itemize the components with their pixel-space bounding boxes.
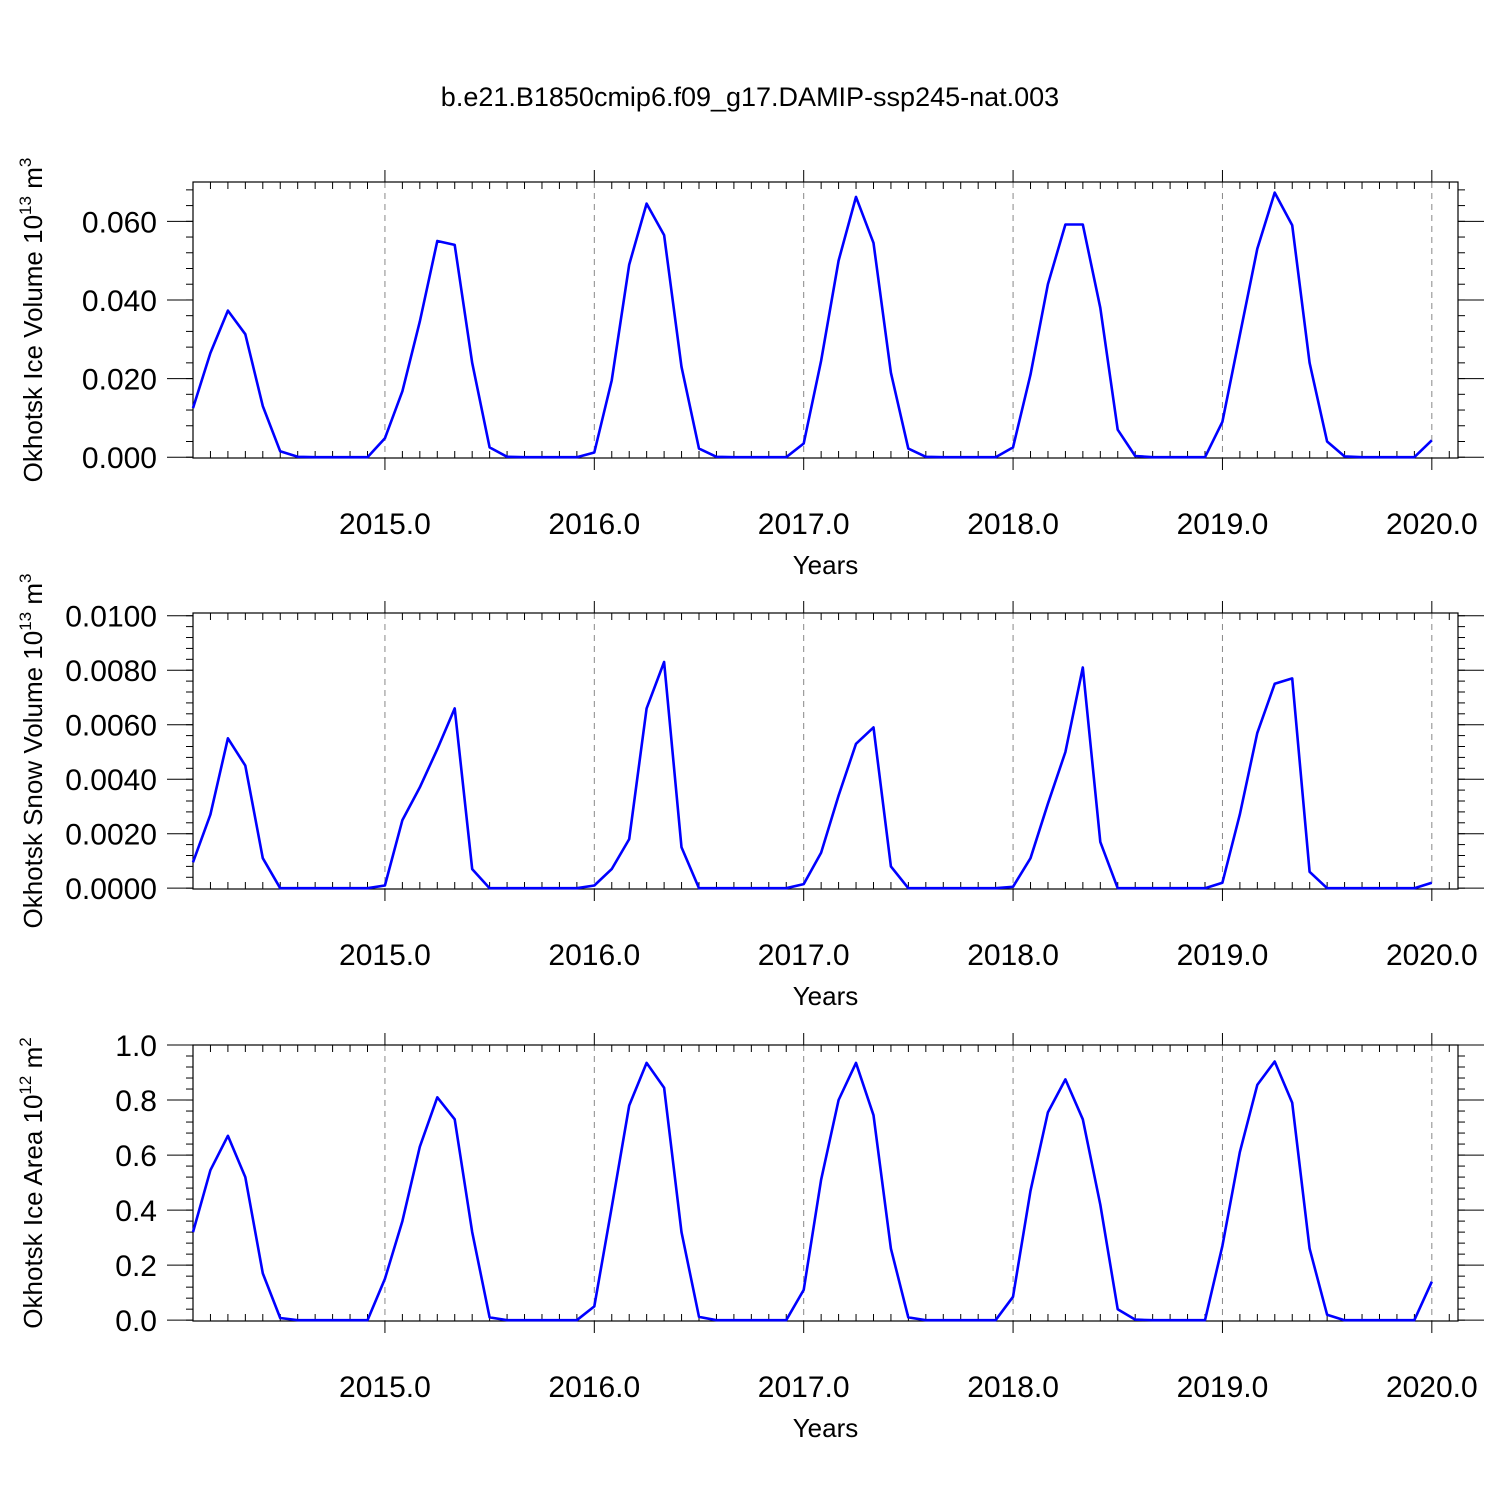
y-axis-label-unit: m [18, 167, 48, 196]
panel-1: 2015.0 2016.0 2017.0 2018.0 2019.0 2020.0 0.00… [16, 158, 1484, 580]
x-tick-label: 2015.0 [339, 508, 431, 541]
y-axis-label-exponent: 12 [16, 1076, 35, 1095]
y-tick-label: 0.0040 [65, 764, 157, 797]
y-axis-label-unit-exponent: 3 [16, 158, 35, 167]
y-axis-label: Okhotsk Ice Area 1012 m2 [16, 1037, 48, 1328]
y-tick-label: 0.0020 [65, 819, 157, 852]
x-tick-label: 2016.0 [548, 1371, 640, 1404]
y-tick-label: 0.020 [82, 364, 157, 397]
y-tick-label: 0.0060 [65, 710, 157, 743]
x-tick-label: 2020.0 [1386, 1371, 1478, 1404]
x-tick-label: 2017.0 [758, 939, 850, 972]
x-tick-label: 2015.0 [339, 1371, 431, 1404]
y-tick-label: 0.060 [82, 206, 157, 239]
y-axis-label-exponent: 13 [16, 612, 35, 631]
y-tick-label: 0.4 [115, 1195, 157, 1228]
y-tick-label: 0.0100 [65, 601, 157, 634]
x-tick-label: 2019.0 [1177, 939, 1269, 972]
x-tick-label: 2019.0 [1177, 508, 1269, 541]
y-axis-label: Okhotsk Snow Volume 1013 m3 [16, 574, 48, 929]
x-tick-label: 2017.0 [758, 508, 850, 541]
y-tick-label: 0.2 [115, 1250, 157, 1283]
y-tick-label: 0.000 [82, 442, 157, 475]
y-tick-label: 0.0 [115, 1305, 157, 1338]
x-tick-label: 2020.0 [1386, 508, 1478, 541]
y-tick-label: 0.040 [82, 285, 157, 318]
y-tick-label: 0.8 [115, 1085, 157, 1118]
x-tick-label: 2018.0 [967, 1371, 1059, 1404]
x-tick-label: 2018.0 [967, 939, 1059, 972]
y-tick-label: 0.6 [115, 1140, 157, 1173]
y-axis-label-main: Okhotsk Ice Area 10 [18, 1095, 48, 1329]
x-axis-label: Years [793, 981, 859, 1011]
y-axis-label-unit: m [18, 1047, 48, 1076]
x-tick-label: 2016.0 [548, 508, 640, 541]
y-tick-label: 0.0080 [65, 655, 157, 688]
panel-2: 2015.0 2016.0 2017.0 2018.0 2019.0 2020.0 0.00… [16, 574, 1484, 1011]
x-axis-label: Years [793, 550, 859, 580]
x-axis-label: Years [793, 1413, 859, 1443]
x-tick-label: 2016.0 [548, 939, 640, 972]
y-axis-label: Okhotsk Ice Volume 1013 m3 [16, 158, 48, 483]
y-axis-label-unit: m [18, 583, 48, 612]
series-line [191, 1060, 1433, 1322]
y-axis-label-exponent: 13 [16, 196, 35, 215]
x-tick-label: 2017.0 [758, 1371, 850, 1404]
series-line [191, 660, 1433, 890]
chart-title: b.e21.B1850cmip6.f09_g17.DAMIP-ssp245-na… [441, 82, 1059, 112]
y-axis-label-main: Okhotsk Snow Volume 10 [18, 631, 48, 929]
x-tick-label: 2015.0 [339, 939, 431, 972]
plot-frame [192, 181, 1459, 459]
plot-frame [192, 1044, 1459, 1322]
x-tick-label: 2019.0 [1177, 1371, 1269, 1404]
y-tick-label: 1.0 [115, 1030, 157, 1063]
x-tick-label: 2020.0 [1386, 939, 1478, 972]
series-line [191, 191, 1433, 459]
y-tick-label: 0.0000 [65, 873, 157, 906]
y-axis-label-main: Okhotsk Ice Volume 10 [18, 215, 48, 482]
y-axis-label-unit-exponent: 2 [16, 1037, 35, 1046]
plot-frame [192, 612, 1459, 890]
panel-3: 2015.0 2016.0 2017.0 2018.0 2019.0 2020.0 0.0 0… [16, 1030, 1484, 1443]
x-tick-label: 2018.0 [967, 508, 1059, 541]
y-axis-label-unit-exponent: 3 [16, 574, 35, 583]
